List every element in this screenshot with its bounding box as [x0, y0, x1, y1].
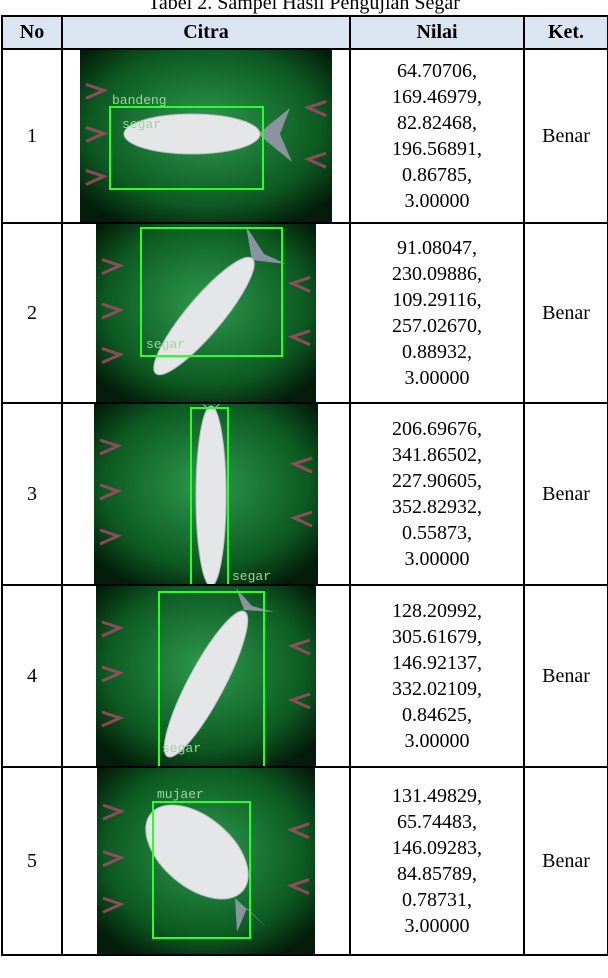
values-cell: 128.20992,305.61679,146.92137,332.02109,…	[350, 585, 524, 767]
value-line: 257.02670,	[351, 313, 523, 339]
value-line: 0.55873,	[351, 520, 523, 546]
value-line: 109.29116,	[351, 287, 523, 313]
image-cell: segar	[62, 223, 350, 403]
result-cell: Benar	[524, 403, 608, 585]
values-cell: 131.49829,65.74483,146.09283,84.85789,0.…	[350, 767, 524, 955]
value-line: 3.00000	[351, 728, 523, 754]
value-line: 128.20992,	[351, 598, 523, 624]
value-line: 131.49829,	[351, 783, 523, 809]
image-cell: bandeng segar	[62, 49, 350, 223]
value-line: 352.82932,	[351, 494, 523, 520]
table-row: 5 mujaer 131.49829,65.74483,146.09283,84.8…	[2, 767, 608, 955]
fish-body	[196, 406, 226, 584]
value-line: 146.09283,	[351, 835, 523, 861]
value-line: 3.00000	[351, 546, 523, 572]
detection-label: segar	[122, 117, 161, 132]
row-number: 4	[2, 585, 62, 767]
value-line: 65.74483,	[351, 809, 523, 835]
value-line: 82.82468,	[351, 110, 523, 136]
page: Tabel 2. Sampel Hasil Pengujian Segar No…	[0, 0, 608, 978]
value-line: 84.85789,	[351, 861, 523, 887]
value-line: 0.78731,	[351, 887, 523, 913]
image-cell: segar	[62, 585, 350, 767]
detection-label: mujaer	[157, 787, 204, 802]
values-cell: 91.08047,230.09886,109.29116,257.02670,0…	[350, 223, 524, 403]
fish-image: segar	[96, 224, 316, 402]
value-line: 230.09886,	[351, 261, 523, 287]
table-row: 3 segar 206.69676,341.86502,227.90605,352.…	[2, 403, 608, 585]
image-cell: mujaer	[62, 767, 350, 955]
detection-label: segar	[146, 337, 185, 352]
value-line: 64.70706,	[351, 58, 523, 84]
table-row: 4 segar 128.20992,305.61679,146.92137,332.…	[2, 585, 608, 767]
table-row: 1 bandeng segar 64.70706,169.46979,82.82468…	[2, 49, 608, 223]
fish-image: mujaer	[97, 768, 315, 954]
result-cell: Benar	[524, 767, 608, 955]
result-cell: Benar	[524, 585, 608, 767]
value-line: 206.69676,	[351, 416, 523, 442]
image-cell: segar	[62, 403, 350, 585]
value-line: 332.02109,	[351, 676, 523, 702]
value-line: 305.61679,	[351, 624, 523, 650]
result-cell: Benar	[524, 49, 608, 223]
value-line: 0.84625,	[351, 702, 523, 728]
row-number: 2	[2, 223, 62, 403]
row-number: 5	[2, 767, 62, 955]
fish-image: segar	[94, 404, 318, 584]
values-cell: 64.70706,169.46979,82.82468,196.56891,0.…	[350, 49, 524, 223]
value-line: 196.56891,	[351, 136, 523, 162]
row-number: 1	[2, 49, 62, 223]
header-cell: Citra	[62, 16, 350, 49]
detection-label: segar	[162, 741, 201, 756]
table-row: 2 segar 91.08047,230.09886,109.29116,257.0…	[2, 223, 608, 403]
value-line: 3.00000	[351, 365, 523, 391]
table-caption: Tabel 2. Sampel Hasil Pengujian Segar	[0, 0, 608, 15]
values-cell: 206.69676,341.86502,227.90605,352.82932,…	[350, 403, 524, 585]
value-line: 227.90605,	[351, 468, 523, 494]
detection-label: bandeng	[112, 93, 167, 108]
value-line: 0.88932,	[351, 339, 523, 365]
value-line: 3.00000	[351, 188, 523, 214]
header-cell: Nilai	[350, 16, 524, 49]
fish-image: segar	[96, 586, 316, 766]
header-cell: Ket.	[524, 16, 608, 49]
fish-image: bandeng segar	[80, 50, 332, 222]
value-line: 0.86785,	[351, 162, 523, 188]
table-body: 1 bandeng segar 64.70706,169.46979,82.82468…	[2, 49, 608, 955]
value-line: 3.00000	[351, 913, 523, 939]
value-line: 169.46979,	[351, 84, 523, 110]
header-cell: No	[2, 16, 62, 49]
detection-label: segar	[232, 569, 271, 584]
value-line: 341.86502,	[351, 442, 523, 468]
result-cell: Benar	[524, 223, 608, 403]
value-line: 146.92137,	[351, 650, 523, 676]
row-number: 3	[2, 403, 62, 585]
value-line: 91.08047,	[351, 235, 523, 261]
title-text: Tabel 2. Sampel Hasil Pengujian Segar	[0, 0, 608, 15]
